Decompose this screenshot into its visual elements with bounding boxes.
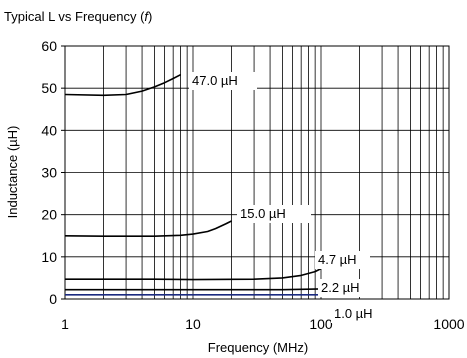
y-tick-label: 10: [41, 249, 57, 265]
curve-label: 4.7 µH: [318, 252, 357, 267]
y-tick-label: 20: [41, 207, 57, 223]
chart-curves: [64, 73, 322, 296]
chart-grid: [64, 45, 450, 300]
x-axis-label: Frequency (MHz): [208, 340, 308, 355]
series-line: [64, 220, 232, 237]
series-line: [64, 73, 181, 97]
curve-label-box: [331, 305, 395, 323]
series-line: [65, 267, 322, 281]
y-tick-label: 50: [41, 80, 57, 96]
curve-label: 2.2 µH: [321, 280, 360, 295]
curve-label-box: [189, 72, 257, 90]
curve-label: 15.0 µH: [240, 206, 286, 221]
chart-title-text: Typical L vs Frequency (: [4, 9, 145, 24]
y-tick-label: 30: [41, 165, 57, 181]
y-axis-label: Inductance (µH): [5, 126, 20, 219]
chart-tick-labels: 0 10 20 30 40 50 60 1 10 100 1000: [41, 38, 464, 332]
chart-curve-labels: 47.0 µH 15.0 µH 4.7 µH 2.2 µH 1.0 µH: [189, 72, 395, 323]
y-tick-label: 40: [41, 122, 57, 138]
curve-label-box: [318, 279, 371, 297]
x-tick-label: 10: [185, 316, 201, 332]
curve-label-box: [237, 205, 311, 223]
curve-label: 1.0 µH: [334, 306, 373, 321]
curve-label-box: [315, 251, 370, 269]
x-tick-label: 1: [61, 316, 69, 332]
y-tick-label: 0: [49, 291, 57, 307]
chart-title: Typical L vs Frequency (f): [4, 9, 152, 24]
curve-label: 47.0 µH: [192, 73, 238, 88]
x-tick-label: 1000: [433, 316, 464, 332]
x-tick-label: 100: [309, 316, 333, 332]
chart-title-symbol: f: [144, 9, 149, 24]
series-line: [65, 288, 322, 291]
y-tick-label: 60: [41, 38, 57, 54]
chart-title-close: ): [148, 9, 152, 24]
